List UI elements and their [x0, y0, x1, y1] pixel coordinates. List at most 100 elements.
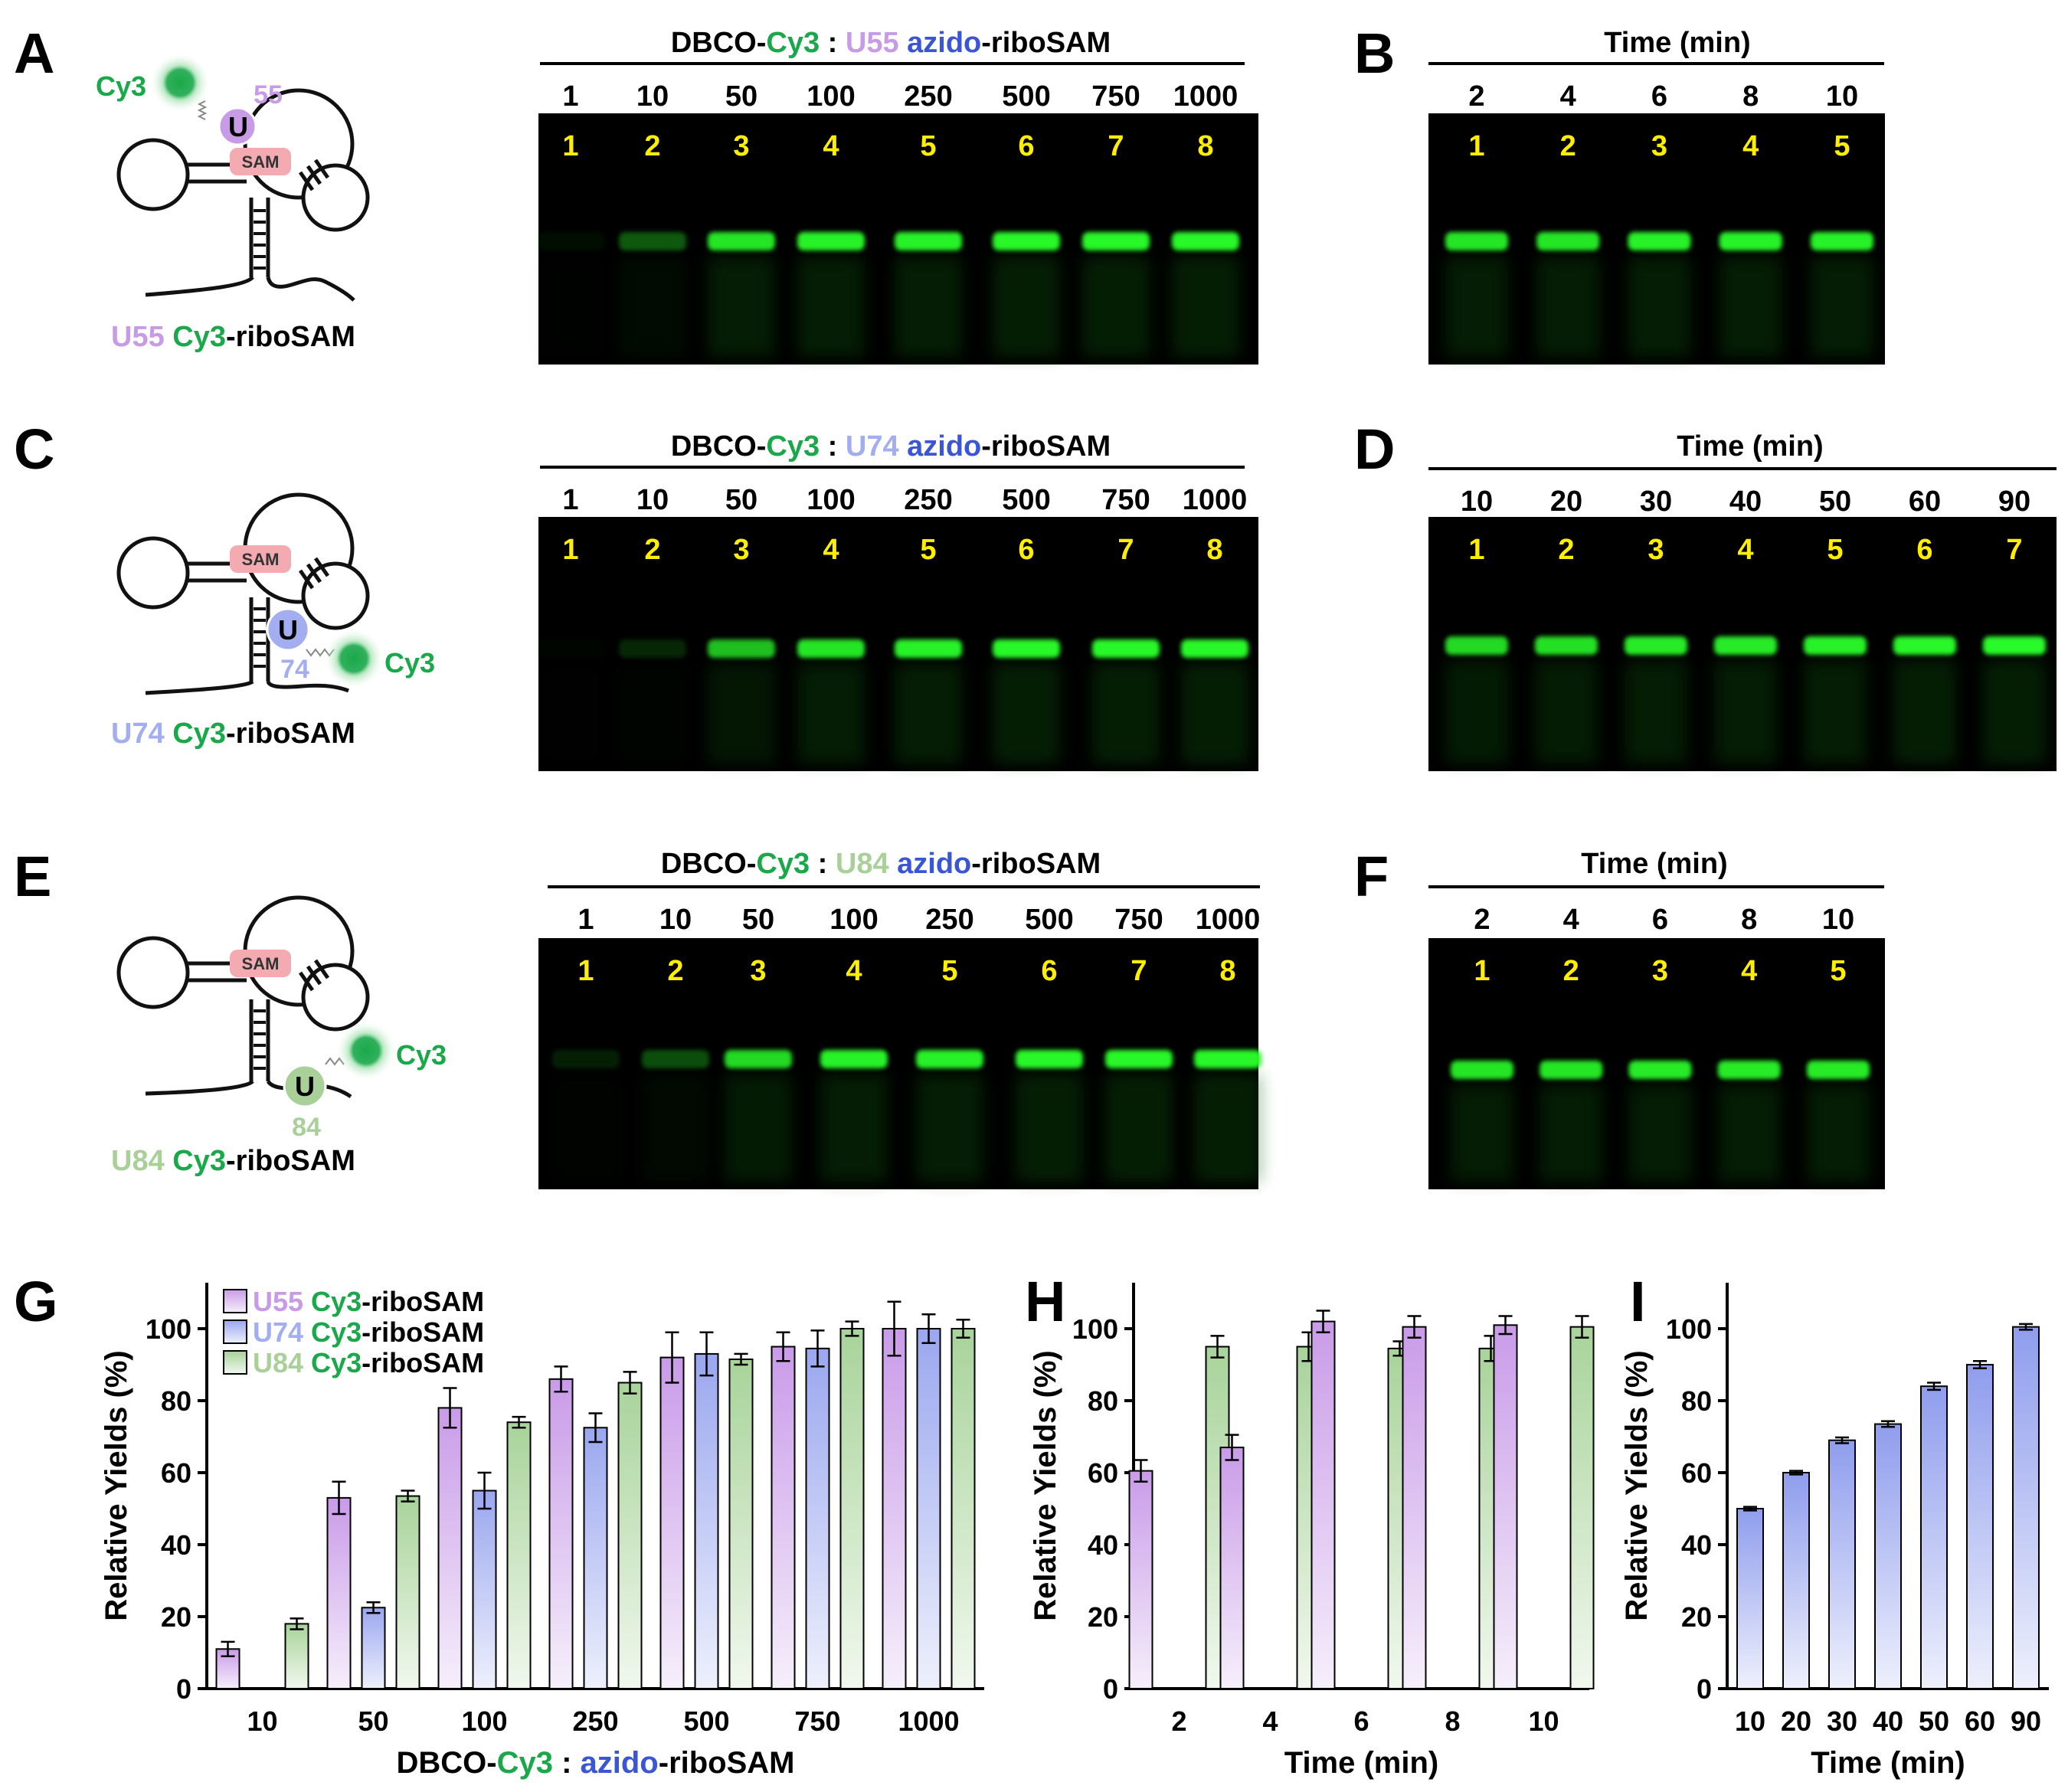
bar: [548, 1378, 574, 1690]
position-84-label: 84: [292, 1113, 321, 1142]
x-tick-label: 100: [461, 1705, 507, 1737]
lane-header: 60: [1909, 486, 1941, 518]
lane-number: 2: [1560, 130, 1576, 162]
lane-header: 4: [1563, 904, 1579, 936]
lane-header: 4: [1560, 80, 1576, 113]
gel-band: [619, 232, 686, 250]
sam-box-label: SAM: [242, 152, 280, 172]
y-axis-label: Relative Yields (%): [100, 1350, 133, 1620]
lane-smear: [619, 257, 686, 357]
bar: [839, 1328, 865, 1689]
panel-letter-f: F: [1354, 845, 1389, 908]
nucleotide-u-label: U: [228, 111, 248, 142]
gel-title: DBCO-Cy3 : U84 azido-riboSAM: [661, 848, 1101, 880]
y-tick-label: 0: [176, 1673, 191, 1705]
construct-caption-u74: U74 Cy3-riboSAM: [111, 718, 355, 750]
lane-smear: [895, 664, 962, 764]
lane-smear: [1172, 257, 1239, 357]
lane-number: 2: [1563, 955, 1579, 987]
lane-number: 6: [1916, 534, 1932, 566]
lane-header: 50: [742, 904, 774, 936]
lane-header: 250: [904, 80, 952, 113]
y-tick-label: 60: [1088, 1457, 1118, 1489]
title-part: DBCO-: [671, 430, 767, 463]
gel-band: [1194, 1050, 1261, 1068]
gel-band: [1714, 636, 1777, 655]
x-tick-label: 750: [794, 1705, 840, 1737]
bar: [1782, 1472, 1810, 1689]
legend-label-part: -riboSAM: [362, 1286, 484, 1317]
lane-smear: [1451, 1085, 1513, 1182]
gel-band: [1535, 636, 1598, 655]
y-tick-label: 100: [1666, 1313, 1712, 1345]
lane-number: 4: [846, 955, 862, 987]
lane-smear: [797, 664, 865, 764]
legend-label-part: U55: [253, 1286, 303, 1317]
x-tick-label: 10: [247, 1705, 277, 1737]
cy3-dye-label: Cy3: [396, 1039, 447, 1071]
lane-smear: [708, 257, 775, 357]
lane-smear: [916, 1074, 983, 1182]
gel-band: [708, 639, 775, 658]
y-axis-label: Relative Yields (%): [1620, 1350, 1654, 1620]
gel-panel-f: Time (min) 2 1 4 2 6 3 8 4 10 5: [1428, 848, 1885, 1189]
lane-number: 5: [920, 130, 936, 162]
x-tick-label: 50: [1919, 1705, 1949, 1737]
bar: [659, 1356, 685, 1689]
bar: [1128, 1470, 1153, 1690]
bar: [472, 1490, 497, 1689]
lane-header: 10: [1822, 904, 1854, 936]
gel-band: [797, 639, 865, 658]
x-tick-label: 30: [1827, 1705, 1857, 1737]
lane-smear: [1983, 661, 2046, 764]
title-part: -riboSAM: [981, 430, 1111, 463]
bar: [361, 1607, 386, 1689]
y-tick-label: 40: [161, 1529, 191, 1561]
lane-number: 7: [1117, 534, 1134, 566]
title-part: U84: [836, 848, 889, 880]
x-tick-label: 10: [1528, 1705, 1559, 1737]
lane-smear: [642, 1074, 709, 1182]
bar: [694, 1352, 719, 1690]
panel-letter-a: A: [14, 21, 54, 85]
gel-title: Time (min): [1581, 848, 1727, 880]
lane-number: 8: [1219, 955, 1235, 987]
panel-letter-d: D: [1354, 417, 1395, 481]
title-part: azido: [899, 430, 982, 463]
legend-label: U55 Cy3-riboSAM: [253, 1286, 484, 1317]
lane-header: 750: [1114, 904, 1163, 936]
x-tick-label: 1000: [898, 1705, 959, 1737]
lane-number: 4: [1741, 955, 1757, 987]
bar: [805, 1347, 830, 1689]
lane-header: 1: [578, 904, 594, 936]
caption-dye: Cy3: [165, 1145, 226, 1177]
lane-header: 8: [1742, 80, 1759, 113]
title-part: -riboSAM: [971, 848, 1101, 880]
caption-dye: Cy3: [165, 718, 226, 750]
lane-header: 10: [636, 484, 669, 516]
caption-rna: -riboSAM: [226, 718, 355, 750]
x-label-part: DBCO-: [396, 1746, 496, 1780]
lane-smear: [537, 664, 604, 764]
chart-i: 0 20 40 60 80 100 Relative Yields (%) 10 20 30 40 5…: [1620, 1283, 2049, 1780]
gel-band: [1092, 639, 1160, 658]
gel-band: [1804, 636, 1867, 655]
caption-rna: -riboSAM: [226, 321, 355, 353]
x-axis-label: Time (min): [1811, 1746, 1965, 1780]
lane-smear: [1628, 1085, 1692, 1182]
lane-number: 3: [733, 130, 749, 162]
lane-header: 250: [925, 904, 973, 936]
y-tick-label: 20: [161, 1601, 191, 1633]
x-label-part: azido: [581, 1746, 659, 1780]
bar: [1569, 1326, 1595, 1690]
x-tick-label: 50: [358, 1705, 388, 1737]
lane-header: 6: [1651, 80, 1667, 113]
title-part: U55: [846, 27, 899, 59]
title-part: azido: [889, 848, 972, 880]
lane-smear: [1105, 1074, 1173, 1182]
lane-number: 1: [562, 130, 578, 162]
